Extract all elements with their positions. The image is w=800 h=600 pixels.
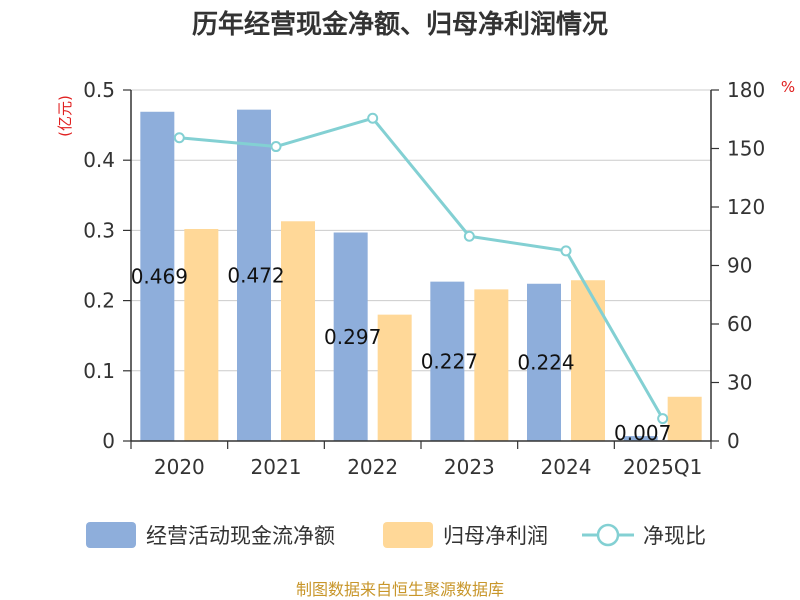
data-label: 0.297 [324, 325, 381, 349]
source-note: 制图数据来自恒生聚源数据库 [296, 580, 504, 599]
left-tick-label: 0.1 [83, 359, 115, 383]
right-tick-label: 90 [727, 254, 752, 278]
bar-net-profit [571, 280, 605, 441]
right-axis-unit: % [781, 78, 795, 96]
bar-net-profit [281, 221, 315, 441]
line-point [657, 413, 669, 425]
line-point [367, 112, 379, 124]
plot-area: 0 0.1 0.2 0.3 0.4 0.5 0 30 60 90 120 150 180 (亿元)% 202… [56, 78, 795, 479]
legend-label-net-profit: 归母净利润 [443, 524, 548, 548]
data-label: 0.472 [227, 263, 284, 287]
data-label: 0.224 [517, 350, 574, 374]
right-tick-label: 30 [727, 371, 752, 395]
line-point [560, 245, 572, 257]
bar-operating-cash-flow [333, 232, 368, 441]
right-tick-label: 150 [727, 137, 765, 161]
bar-operating-cash-flow [140, 111, 175, 442]
line-point [270, 141, 282, 153]
bar-operating-cash-flow [623, 436, 658, 441]
x-tick-label: 2020 [154, 455, 205, 479]
right-tick-label: 120 [727, 195, 765, 219]
left-tick-label: 0.2 [83, 289, 115, 313]
bar-net-profit [474, 289, 509, 441]
data-label: 0.469 [131, 264, 188, 288]
bar-operating-cash-flow [237, 109, 271, 441]
right-tick-label: 0 [727, 429, 740, 453]
data-label: 0.007 [614, 421, 671, 445]
left-tick-label: 0 [102, 429, 115, 453]
data-label: 0.227 [421, 349, 478, 373]
x-tick-label: 2023 [444, 455, 495, 479]
bar-operating-cash-flow [430, 281, 465, 441]
bar-net-profit [184, 228, 219, 441]
legend-label-net-cash-ratio: 净现比 [643, 524, 706, 548]
left-tick-label: 0.3 [83, 218, 115, 242]
legend: 经营活动现金流净额 归母净利润 净现比 [86, 522, 706, 548]
x-tick-label: 2021 [251, 455, 302, 479]
x-tick-label: 2022 [347, 455, 398, 479]
bar-operating-cash-flow [527, 283, 561, 441]
legend-marker-net-cash-ratio [596, 523, 620, 547]
left-axis-unit: (亿元) [56, 95, 74, 137]
x-tick-label: 2024 [541, 455, 592, 479]
x-tick-label: 2025Q1 [623, 455, 702, 479]
line-point [463, 230, 475, 242]
bar-net-profit [377, 314, 412, 441]
chart-title: 历年经营现金净额、归母净利润情况 [192, 9, 608, 40]
legend-swatch-net-profit [383, 522, 433, 548]
left-tick-label: 0.4 [83, 148, 115, 172]
line-net-cash-ratio [179, 116, 664, 420]
line-point [173, 132, 185, 144]
legend-label-operating-cash-flow: 经营活动现金流净额 [146, 524, 335, 548]
bar-net-profit [667, 396, 702, 441]
right-tick-label: 60 [727, 312, 752, 336]
right-tick-label: 180 [727, 78, 765, 102]
left-tick-label: 0.5 [83, 78, 115, 102]
legend-swatch-operating-cash-flow [86, 522, 136, 548]
